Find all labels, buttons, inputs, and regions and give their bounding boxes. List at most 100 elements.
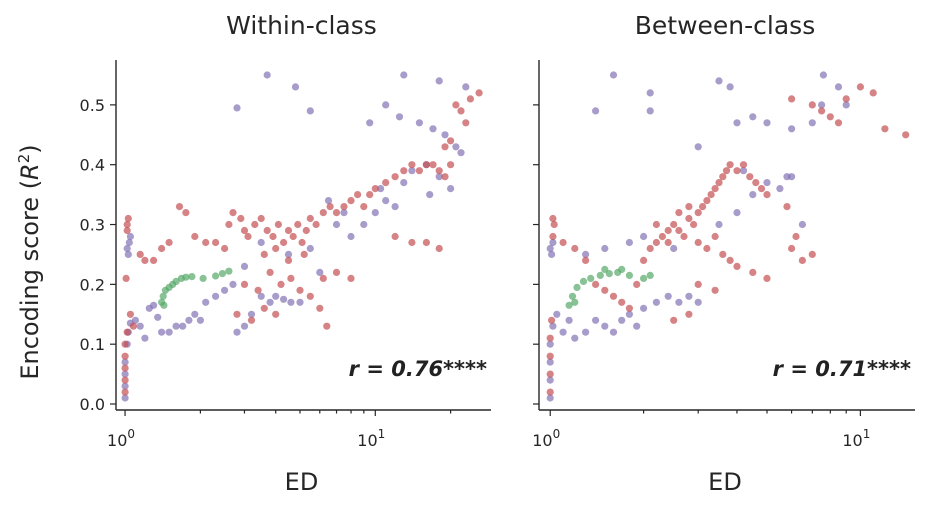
scatter-point xyxy=(319,274,327,282)
scatter-point xyxy=(422,238,430,247)
scatter-point xyxy=(633,280,641,288)
scatter-point xyxy=(646,271,654,279)
scatter-point xyxy=(553,310,561,318)
scatter-point xyxy=(462,83,470,91)
scatter-point xyxy=(221,286,229,294)
scatter-point xyxy=(150,301,158,309)
scatter-point xyxy=(881,125,889,133)
scatter-point xyxy=(251,220,259,229)
scatter-point xyxy=(188,273,196,281)
scatter-point xyxy=(757,185,766,193)
scatter-point xyxy=(306,244,314,253)
scatter-point xyxy=(546,376,554,384)
scatter-point xyxy=(254,286,262,294)
scatter-point xyxy=(316,268,324,276)
scatter-point xyxy=(818,101,826,109)
scatter-point xyxy=(739,161,748,169)
panel-between-class: Between-class 100 101 ED r = 0.71**** xyxy=(532,11,915,496)
scatter-point xyxy=(609,328,618,336)
scatter-point xyxy=(175,203,184,211)
scatter-point xyxy=(332,209,341,217)
scatter-point xyxy=(225,220,233,229)
scatter-point xyxy=(121,382,129,390)
scatter-point xyxy=(274,220,282,229)
scatter-point xyxy=(652,220,661,229)
scatter-point xyxy=(377,185,385,193)
scatter-point xyxy=(182,273,190,281)
scatter-point xyxy=(332,268,341,276)
scatter-point xyxy=(179,322,187,330)
scatter-point xyxy=(296,286,304,294)
scatter-point xyxy=(289,232,297,241)
scatter-point xyxy=(240,322,249,330)
scatter-point xyxy=(788,244,796,253)
scatter-point xyxy=(391,173,399,181)
scatter-point xyxy=(699,203,707,211)
scatter-point xyxy=(136,322,144,330)
scatter-point xyxy=(435,77,443,85)
scatter-point xyxy=(172,277,180,285)
scatter-point xyxy=(609,71,618,79)
scatter-point xyxy=(284,256,293,264)
scatter-point xyxy=(257,238,265,247)
scatter-point xyxy=(798,220,807,229)
scatter-point xyxy=(548,316,556,324)
scatter-point xyxy=(233,104,241,112)
x-axis-label: ED xyxy=(708,468,742,496)
scatter-point xyxy=(196,316,204,324)
scatter-point xyxy=(266,298,274,306)
scatter-point xyxy=(400,179,408,187)
scatter-point xyxy=(675,298,683,306)
scatter-point xyxy=(257,214,265,223)
scatter-point xyxy=(296,298,304,306)
y-tick-label: 0.1 xyxy=(80,335,105,354)
x-tick-label: 100 xyxy=(532,427,560,450)
scatter-point xyxy=(640,304,648,312)
scatter-point xyxy=(324,197,333,205)
scatter-point xyxy=(154,313,162,321)
scatter-point xyxy=(466,95,474,103)
scatter-point xyxy=(869,89,877,97)
scatter-point xyxy=(229,209,237,217)
scatter-point xyxy=(123,226,131,235)
scatter-point xyxy=(332,220,341,229)
correlation-annotation: r = 0.71**** xyxy=(773,357,911,381)
scatter-point xyxy=(294,220,302,229)
scatter-point xyxy=(625,271,634,279)
scatter-point xyxy=(284,250,293,258)
scatter-point xyxy=(240,226,249,235)
scatter-point xyxy=(158,328,166,336)
scatter-point xyxy=(601,265,609,273)
panel-title: Within-class xyxy=(226,11,377,40)
scatter-point xyxy=(395,113,404,121)
scatter-point xyxy=(408,167,416,175)
scatter-point xyxy=(685,203,693,211)
scatter-point xyxy=(548,250,556,258)
scatter-point xyxy=(122,274,130,282)
scatter-point xyxy=(582,328,590,336)
x-tick-label: 101 xyxy=(842,427,870,450)
scatter-point xyxy=(280,295,288,303)
scatter-point xyxy=(287,274,295,282)
scatter-point xyxy=(675,226,683,235)
scatter-point xyxy=(618,265,626,273)
scatter-point xyxy=(172,322,180,330)
scatter-point xyxy=(457,149,465,157)
scatter-point xyxy=(842,95,850,103)
scatter-point xyxy=(826,113,834,121)
scatter-point xyxy=(694,238,702,247)
scatter-point xyxy=(360,203,368,211)
scatter-point xyxy=(788,95,796,103)
scatter-point xyxy=(707,191,715,199)
scatter-point xyxy=(408,161,416,169)
scatter-point xyxy=(856,83,865,91)
scatter-point xyxy=(808,119,816,127)
scatter-point xyxy=(306,214,314,223)
scatter-point xyxy=(646,89,654,97)
scatter-point xyxy=(415,167,423,175)
scatter-point xyxy=(549,322,557,330)
scatter-point xyxy=(609,292,618,300)
scatter-point xyxy=(783,173,791,181)
scatter-point xyxy=(546,388,554,396)
